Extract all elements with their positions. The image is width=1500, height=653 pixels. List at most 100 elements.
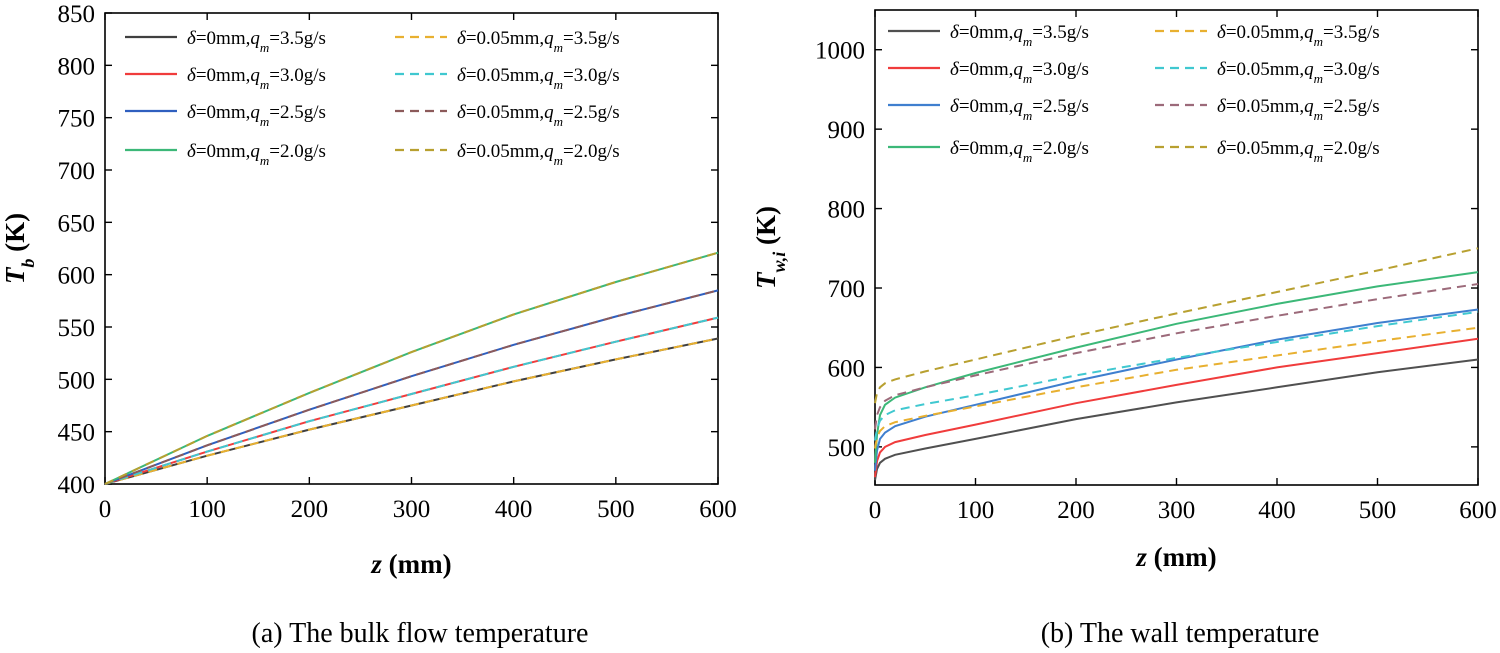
x-tick-label: 200 <box>1057 497 1095 524</box>
legend-q-value: =2.0g/s <box>1032 138 1089 159</box>
y-tick-label: 600 <box>58 263 96 290</box>
legend-label: δ=0mm,qm=2.5g/s <box>187 102 326 129</box>
x-axis-symbol: z <box>370 549 388 579</box>
legend-delta-value: =0mm, <box>959 96 1014 117</box>
x-axis-unit: (mm) <box>389 549 452 579</box>
legend-q-subscript: m <box>1314 150 1323 165</box>
y-axis-title: Tb (K) <box>0 213 38 284</box>
legend-delta-symbol: δ <box>950 22 960 43</box>
legend-q-symbol: q <box>1013 96 1023 117</box>
legend-q-symbol: q <box>544 141 554 162</box>
legend-delta-symbol: δ <box>187 102 197 123</box>
legend-q-symbol: q <box>250 102 260 123</box>
y-tick-label: 800 <box>58 53 96 80</box>
legend-label: δ=0mm,qm=2.0g/s <box>187 141 326 168</box>
legend-label: δ=0.05mm,qm=2.5g/s <box>457 102 620 129</box>
legend-label: δ=0mm,qm=3.0g/s <box>187 65 326 92</box>
legend-delta-value: =0.05mm, <box>1226 59 1304 80</box>
legend-delta-symbol: δ <box>950 138 960 159</box>
y-tick-label: 700 <box>828 276 866 303</box>
x-tick-label: 100 <box>188 496 226 523</box>
legend-delta-value: =0mm, <box>959 138 1014 159</box>
legend-q-subscript: m <box>260 153 269 168</box>
legend-q-value: =2.5g/s <box>269 102 326 123</box>
legend-delta-value: =0mm, <box>196 141 251 162</box>
y-axis-title: Tw,i (K) <box>751 206 789 289</box>
legend-delta-value: =0.05mm, <box>466 28 544 49</box>
legend-delta-value: =0mm, <box>196 28 251 49</box>
legend-delta-symbol: δ <box>1217 59 1227 80</box>
y-tick-label: 850 <box>58 1 96 28</box>
panel-b-wall-temperature: 0 100 200 300 400 500 6005006007008009001000δ=… <box>751 9 1497 572</box>
legend-q-value: =3.5g/s <box>1032 22 1089 43</box>
legend-delta-symbol: δ <box>950 59 960 80</box>
legend-delta-symbol: δ <box>187 141 197 162</box>
y-tick-label: 500 <box>58 367 96 394</box>
legend-label: δ=0.05mm,qm=2.0g/s <box>1217 138 1380 165</box>
caption-a: (a) The bulk flow temperature <box>252 618 589 649</box>
legend-delta-value: =0.05mm, <box>466 102 544 123</box>
series-line-7 <box>104 289 719 485</box>
y-axis-subscript: w,i <box>769 252 789 273</box>
x-tick-label: 300 <box>1158 497 1196 524</box>
legend-q-value: =2.5g/s <box>1032 96 1089 117</box>
x-tick-label: 300 <box>393 496 431 523</box>
y-tick-label: 550 <box>58 315 96 342</box>
legend-q-value: =3.0g/s <box>563 65 620 86</box>
legend-q-symbol: q <box>1013 22 1023 43</box>
legend-label: δ=0mm,qm=3.5g/s <box>950 22 1089 49</box>
legend-delta-symbol: δ <box>457 102 467 123</box>
y-tick-label: 750 <box>58 106 96 133</box>
legend-delta-value: =0.05mm, <box>466 65 544 86</box>
legend-q-symbol: q <box>1013 138 1023 159</box>
legend-delta-value: =0mm, <box>959 59 1014 80</box>
series-line-4 <box>874 271 1479 463</box>
x-axis-symbol: z <box>1135 542 1153 572</box>
series-line-8 <box>874 247 1479 404</box>
legend-delta-symbol: δ <box>457 28 467 49</box>
legend-q-symbol: q <box>1304 59 1314 80</box>
series-line-1 <box>874 358 1479 481</box>
legend-delta-value: =0mm, <box>196 65 251 86</box>
y-tick-label: 400 <box>58 472 96 499</box>
legend-q-symbol: q <box>1013 59 1023 80</box>
legend-q-symbol: q <box>544 65 554 86</box>
legend-q-subscript: m <box>1314 108 1323 123</box>
legend-q-subscript: m <box>1023 150 1032 165</box>
y-tick-label: 650 <box>58 210 96 237</box>
x-tick-label: 0 <box>869 497 882 524</box>
legend-label: δ=0.05mm,qm=3.0g/s <box>457 65 620 92</box>
series-line-1 <box>104 337 719 485</box>
legend-label: δ=0mm,qm=3.5g/s <box>187 28 326 55</box>
legend-q-value: =3.0g/s <box>269 65 326 86</box>
legend-delta-value: =0.05mm, <box>1226 22 1304 43</box>
y-tick-label: 500 <box>828 435 866 462</box>
y-axis-unit: (K) <box>751 206 781 252</box>
y-tick-label: 900 <box>828 117 866 144</box>
legend-label: δ=0mm,qm=2.5g/s <box>950 96 1089 123</box>
legend-delta-symbol: δ <box>950 96 960 117</box>
legend-q-symbol: q <box>1304 22 1314 43</box>
legend-q-value: =3.0g/s <box>1032 59 1089 80</box>
legend-q-value: =3.0g/s <box>1323 59 1380 80</box>
x-tick-label: 600 <box>699 496 737 523</box>
legend: δ=0mm,qm=3.5g/sδ=0mm,qm=3.0g/sδ=0mm,qm=2… <box>125 28 620 168</box>
series-line-5 <box>104 337 719 485</box>
legend-q-subscript: m <box>1023 71 1032 86</box>
legend-q-subscript: m <box>1023 108 1032 123</box>
legend-q-symbol: q <box>250 28 260 49</box>
series-line-8 <box>104 251 719 485</box>
legend-label: δ=0.05mm,qm=3.5g/s <box>1217 22 1380 49</box>
legend-q-value: =2.0g/s <box>563 141 620 162</box>
series-line-5 <box>874 326 1479 449</box>
x-tick-label: 500 <box>1359 497 1397 524</box>
x-tick-label: 400 <box>1258 497 1296 524</box>
legend-label: δ=0.05mm,qm=3.0g/s <box>1217 59 1380 86</box>
series-line-6 <box>104 316 719 485</box>
legend-q-symbol: q <box>250 65 260 86</box>
legend-delta-symbol: δ <box>457 65 467 86</box>
legend-label: δ=0.05mm,qm=2.5g/s <box>1217 96 1380 123</box>
series-line-6 <box>874 310 1479 441</box>
plot-frame <box>874 9 1479 486</box>
legend-q-subscript: m <box>260 114 269 129</box>
